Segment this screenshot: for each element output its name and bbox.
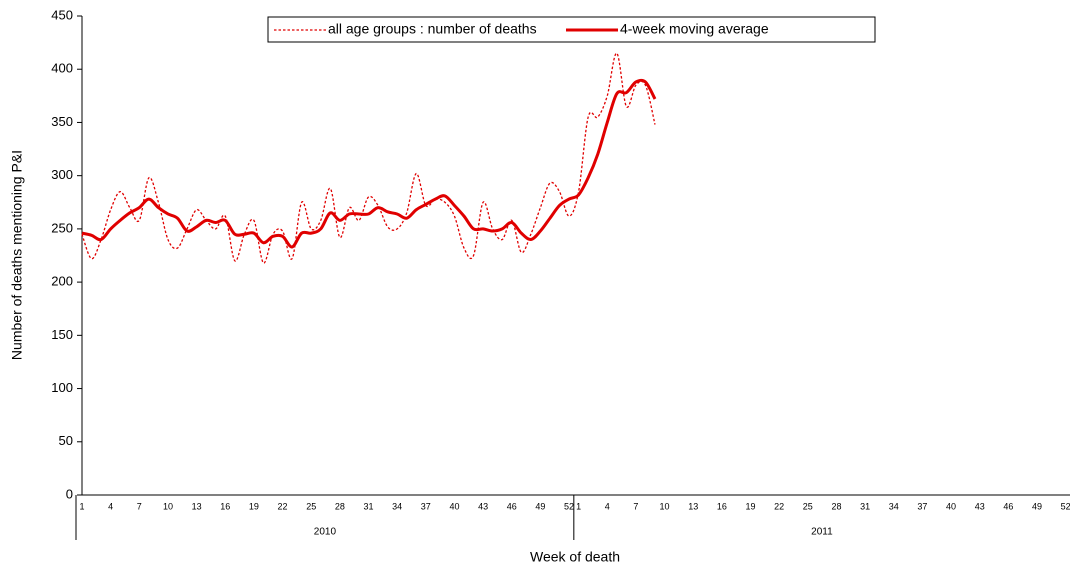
x-group-label: 2010 <box>314 527 337 538</box>
x-tick-label: 19 <box>745 501 755 511</box>
x-tick-label: 13 <box>192 501 202 511</box>
legend-label: all age groups : number of deaths <box>328 21 537 37</box>
y-tick-label: 300 <box>51 167 73 182</box>
x-tick-label: 40 <box>946 501 956 511</box>
x-tick-label: 34 <box>889 501 899 511</box>
line-series <box>81 78 657 249</box>
x-tick-label: 16 <box>220 501 230 511</box>
y-tick-label: 150 <box>51 327 73 342</box>
y-tick-label: 50 <box>59 433 73 448</box>
x-tick-label: 31 <box>363 501 373 511</box>
x-tick-label: 49 <box>1032 501 1042 511</box>
x-tick-label: 31 <box>860 501 870 511</box>
x-tick-label: 52 <box>1061 501 1070 511</box>
x-tick-label: 25 <box>306 501 316 511</box>
x-tick-label: 37 <box>917 501 927 511</box>
y-tick-label: 400 <box>51 61 73 76</box>
x-tick-label: 46 <box>1003 501 1013 511</box>
y-tick-label: 450 <box>51 7 73 22</box>
x-tick-label: 52 <box>564 501 574 511</box>
x-tick-label: 22 <box>774 501 784 511</box>
y-tick-label: 200 <box>51 274 73 289</box>
x-tick-label: 25 <box>803 501 813 511</box>
x-tick-label: 16 <box>717 501 727 511</box>
y-tick-label: 350 <box>51 114 73 129</box>
x-tick-label: 34 <box>392 501 402 511</box>
x-tick-label: 43 <box>478 501 488 511</box>
x-tick-label: 13 <box>688 501 698 511</box>
y-tick-label: 0 <box>66 486 73 501</box>
legend-label: 4-week moving average <box>620 21 769 37</box>
x-tick-label: 4 <box>605 501 610 511</box>
x-tick-label: 7 <box>633 501 638 511</box>
y-tick-label: 250 <box>51 220 73 235</box>
x-tick-label: 28 <box>335 501 345 511</box>
x-tick-label: 37 <box>421 501 431 511</box>
x-tick-label: 22 <box>278 501 288 511</box>
x-tick-label: 1 <box>576 501 581 511</box>
x-tick-label: 7 <box>137 501 142 511</box>
y-axis-title: Number of deaths mentioning P&I <box>9 150 25 360</box>
line-series <box>81 52 656 264</box>
x-group-label: 2011 <box>811 527 833 538</box>
x-tick-label: 19 <box>249 501 259 511</box>
x-tick-label: 43 <box>975 501 985 511</box>
x-tick-label: 46 <box>507 501 517 511</box>
x-axis-title: Week of death <box>530 549 620 565</box>
x-tick-label: 49 <box>535 501 545 511</box>
x-tick-label: 1 <box>79 501 84 511</box>
x-tick-label: 40 <box>449 501 459 511</box>
x-tick-label: 10 <box>163 501 173 511</box>
x-tick-label: 28 <box>831 501 841 511</box>
x-tick-label: 4 <box>108 501 113 511</box>
x-tick-label: 10 <box>660 501 670 511</box>
y-tick-label: 100 <box>51 380 73 395</box>
